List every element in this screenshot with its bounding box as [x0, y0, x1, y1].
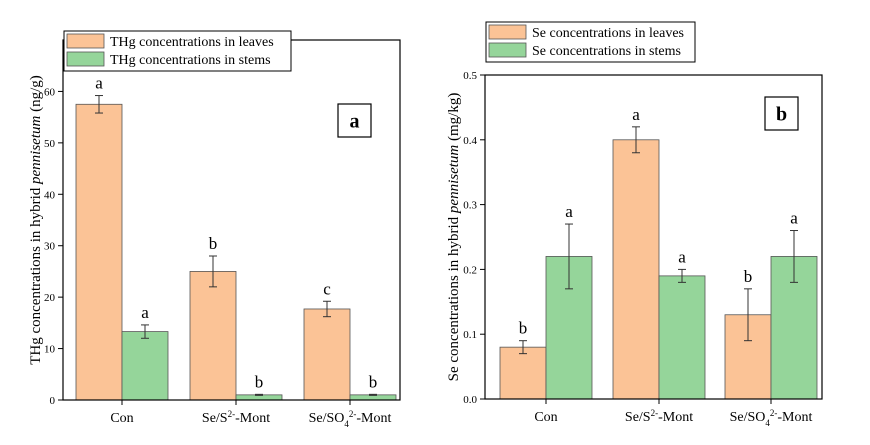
panel-label-text: b — [776, 104, 787, 126]
x-tick-label: Se/SO42--Mont — [730, 408, 813, 428]
plot-frame — [484, 74, 823, 400]
significance-letter: b — [255, 372, 264, 391]
error-bar — [369, 393, 377, 396]
y-tick-label: 30 — [44, 241, 56, 253]
legend: THg concentrations in leaves THg concentr… — [63, 30, 292, 72]
y-axis-label: THg concentrations in hybrid pennisetum … — [28, 75, 44, 365]
significance-letter: b — [369, 372, 378, 391]
x-tick-label: Se/S2--Mont — [202, 409, 270, 426]
legend-swatch — [488, 24, 527, 40]
panel-label-text: a — [350, 111, 360, 133]
bar-leaves-1 — [612, 139, 660, 400]
significance-letter: b — [744, 267, 753, 286]
significance-letter: a — [95, 74, 103, 93]
y-tick-label: 0 — [50, 395, 56, 407]
y-tick-label: 10 — [44, 344, 56, 356]
legend-swatch — [488, 42, 527, 58]
legend-label: Se concentrations in stems — [532, 44, 681, 59]
error-bar — [678, 268, 686, 283]
error-bar — [255, 393, 263, 396]
y-tick-label: 60 — [44, 86, 56, 98]
error-bar — [519, 340, 527, 355]
x-tick-label: Se/SO42--Mont — [309, 409, 392, 429]
error-bar — [323, 300, 331, 318]
significance-letter: a — [790, 209, 798, 228]
bar-stems-1 — [658, 275, 706, 400]
x-tick-label: Con — [110, 411, 133, 426]
y-tick-label: 50 — [44, 138, 56, 150]
chart-panel-b: b a b a a a 0.0 0.1 0.2 0.3 0.4 0.5 Con Se/S2--Mont Se… — [446, 21, 823, 428]
significance-letter: a — [141, 303, 149, 322]
bar-leaves-0 — [75, 103, 123, 401]
bar-leaves-1 — [189, 271, 237, 401]
y-axis-label: Se concentrations in hybrid pennisetum (… — [446, 93, 462, 382]
chart-panel-a: a b c a b b 0 10 20 30 40 50 60 Con Se/S2--Mont Se/SO42… — [28, 30, 401, 429]
y-tick-label: 0.2 — [463, 264, 477, 276]
bar-stems-0 — [121, 331, 169, 401]
error-bar — [209, 255, 217, 288]
significance-letter: a — [678, 247, 686, 266]
significance-letter: a — [632, 105, 640, 124]
significance-letter: a — [565, 202, 573, 221]
x-tick-label: Se/S2--Mont — [625, 408, 693, 425]
x-tick-label: Con — [534, 410, 557, 425]
legend-swatch — [66, 51, 105, 67]
error-bar — [632, 126, 640, 154]
legend-label: THg concentrations in stems — [110, 53, 271, 68]
bar-leaves-0 — [499, 346, 547, 400]
legend: Se concentrations in leaves Se concentrat… — [485, 21, 696, 63]
significance-letter: b — [209, 234, 218, 253]
y-tick-label: 40 — [44, 189, 56, 201]
y-tick-label: 0.0 — [463, 394, 477, 406]
panel-label: a — [337, 103, 372, 138]
error-bar — [744, 288, 752, 342]
y-tick-label: 0.1 — [463, 329, 477, 341]
y-tick-label: 0.4 — [463, 135, 477, 147]
error-bar — [141, 324, 149, 339]
y-tick-label: 0.3 — [463, 200, 477, 212]
error-bar — [95, 95, 103, 114]
legend-swatch — [66, 33, 105, 49]
error-bar — [565, 223, 573, 290]
bar-leaves-2 — [303, 308, 351, 401]
significance-letter: c — [323, 279, 331, 298]
panel-label: b — [764, 96, 799, 131]
legend-label: Se concentrations in leaves — [532, 26, 684, 41]
significance-letter: b — [519, 319, 528, 338]
error-bar — [790, 230, 798, 283]
legend-label: THg concentrations in leaves — [110, 35, 274, 50]
y-tick-label: 20 — [44, 292, 56, 304]
y-tick-label: 0.5 — [463, 70, 477, 82]
